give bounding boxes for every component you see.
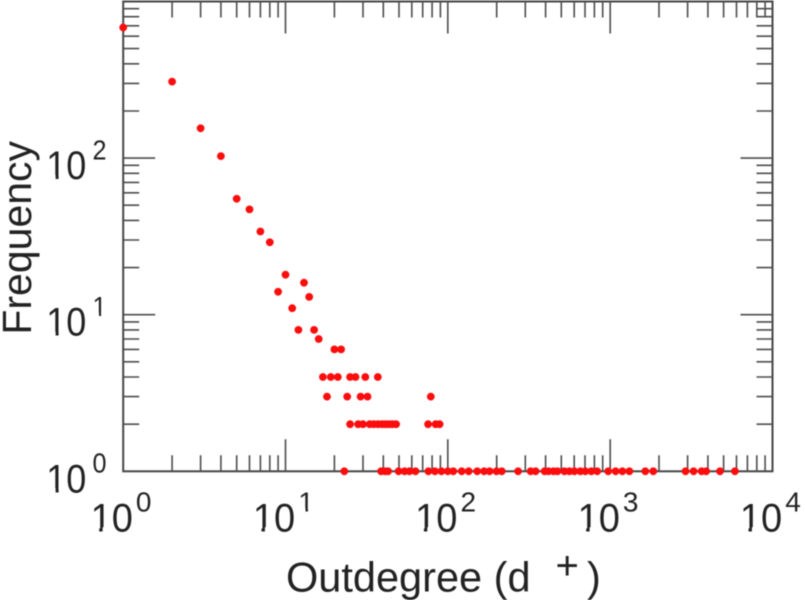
- svg-text:Frequency: Frequency: [0, 140, 40, 334]
- svg-text:10: 10: [46, 144, 86, 188]
- svg-text:0: 0: [136, 486, 152, 517]
- svg-text:): ): [587, 554, 601, 600]
- svg-text:10: 10: [740, 496, 782, 540]
- svg-text:10: 10: [91, 496, 133, 540]
- svg-text:0: 0: [93, 447, 107, 479]
- svg-text:2: 2: [461, 486, 477, 517]
- svg-text:10: 10: [578, 496, 620, 540]
- svg-text:2: 2: [93, 134, 107, 166]
- svg-text:1: 1: [298, 486, 314, 517]
- svg-text:4: 4: [785, 486, 801, 517]
- svg-text:10: 10: [46, 301, 86, 345]
- svg-text:10: 10: [253, 496, 295, 540]
- svg-text:1: 1: [93, 291, 107, 323]
- svg-text:3: 3: [623, 486, 639, 517]
- svg-text:10: 10: [415, 496, 457, 540]
- svg-text:10: 10: [46, 458, 86, 502]
- svg-text:+: +: [556, 544, 579, 588]
- svg-text:Outdegree (d: Outdegree (d: [286, 554, 531, 600]
